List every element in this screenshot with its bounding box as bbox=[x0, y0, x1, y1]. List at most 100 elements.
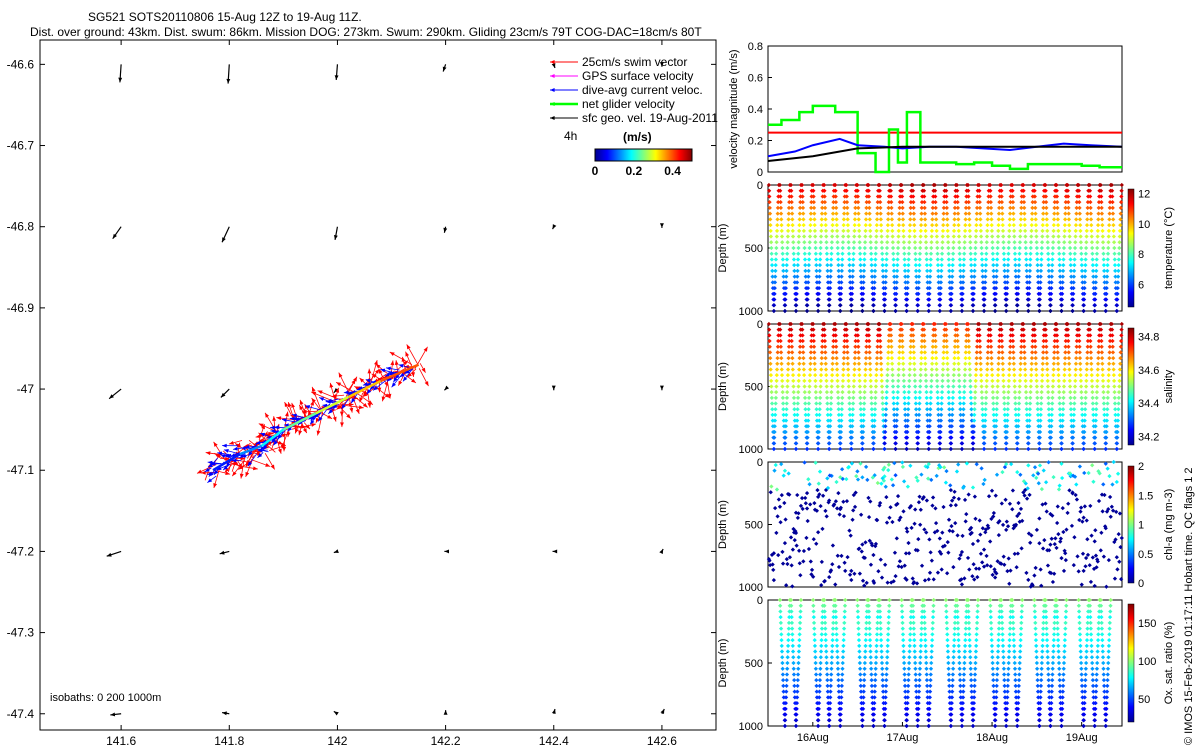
swim-vector-head bbox=[351, 379, 356, 385]
swim-vector-head bbox=[411, 378, 416, 383]
temperature-point bbox=[883, 274, 888, 279]
dac-vector-head bbox=[207, 478, 213, 483]
swim-vector-head bbox=[298, 430, 303, 436]
dac-vector-head bbox=[404, 369, 410, 374]
temperature-point bbox=[836, 268, 841, 274]
temperature-point bbox=[767, 194, 772, 199]
temperature-point bbox=[904, 308, 909, 314]
temperature-point bbox=[926, 303, 932, 308]
temperature-point bbox=[790, 211, 795, 216]
swim-vector-head bbox=[287, 402, 292, 408]
glider-track-segment bbox=[239, 444, 263, 456]
temperature-point bbox=[961, 268, 966, 274]
temperature-point bbox=[924, 263, 930, 268]
temperature-point bbox=[772, 280, 778, 285]
temperature-point bbox=[949, 291, 954, 296]
velocity-ytick-label: 0.8 bbox=[748, 41, 763, 53]
temperature-point bbox=[860, 308, 865, 314]
temperature-point bbox=[933, 205, 938, 211]
temperature-point bbox=[862, 257, 867, 262]
temperature-point bbox=[948, 303, 954, 308]
temperature-point bbox=[963, 205, 969, 211]
swim-vector-head bbox=[299, 404, 304, 410]
swim-vector-head bbox=[359, 377, 365, 383]
temperature-point bbox=[914, 274, 919, 279]
temperature-point bbox=[818, 240, 823, 245]
swim-vector-head bbox=[311, 386, 316, 392]
dac-vector-head bbox=[289, 416, 295, 421]
swim-vector-head bbox=[317, 390, 323, 395]
temperature-point bbox=[902, 268, 908, 274]
map-xtick-label: 142.6 bbox=[647, 734, 677, 748]
swim-vector-head bbox=[299, 399, 304, 405]
temperature-point bbox=[783, 297, 788, 302]
temperature-point bbox=[950, 268, 955, 274]
temperature-point bbox=[779, 234, 785, 239]
temperature-point bbox=[853, 200, 858, 205]
temperature-point bbox=[934, 228, 939, 233]
temperature-point bbox=[803, 268, 808, 274]
temperature-point bbox=[944, 194, 949, 199]
temperature-point bbox=[891, 251, 896, 256]
temperature-point bbox=[804, 308, 810, 314]
temperature-point bbox=[908, 211, 913, 216]
temperature-point bbox=[823, 222, 828, 228]
temperature-point bbox=[985, 222, 990, 228]
temperature-point bbox=[966, 205, 972, 211]
temperature-point bbox=[836, 274, 842, 279]
temperature-point bbox=[958, 268, 963, 274]
temperature-point bbox=[973, 240, 978, 245]
temperature-point bbox=[978, 211, 983, 216]
temperature-point bbox=[822, 194, 827, 199]
chl-clabel: chl-a (mg m-3) bbox=[1163, 489, 1175, 561]
swim-vector-head bbox=[327, 414, 333, 419]
temperature-point bbox=[946, 263, 952, 268]
temperature-point bbox=[824, 240, 829, 245]
temperature-point bbox=[958, 263, 963, 268]
temperature-point bbox=[962, 240, 967, 245]
temperature-point bbox=[817, 280, 822, 285]
temperature-point bbox=[880, 263, 885, 268]
map-ytick-label: -47.1 bbox=[7, 463, 35, 477]
temperature-point bbox=[846, 245, 851, 251]
temperature-point bbox=[883, 280, 888, 285]
temperature-point bbox=[986, 200, 991, 205]
temperature-point bbox=[888, 194, 894, 199]
temperature-point bbox=[871, 303, 876, 308]
temperature-point bbox=[940, 228, 946, 233]
temperature-point bbox=[899, 182, 904, 188]
temperature-point bbox=[772, 291, 777, 296]
temperature-point bbox=[928, 257, 933, 262]
temperature-point bbox=[962, 245, 967, 251]
temperature-point bbox=[846, 234, 851, 239]
swim-vector-head bbox=[234, 461, 239, 467]
geo-vector-head bbox=[333, 388, 339, 393]
temperature-point bbox=[879, 228, 884, 233]
temperature-point bbox=[847, 268, 852, 274]
temperature-point bbox=[911, 194, 916, 199]
temperature-point bbox=[838, 308, 843, 314]
velocity-ytick-label: 0 bbox=[757, 167, 763, 179]
dac-vector-head bbox=[391, 382, 397, 388]
temperature-point bbox=[851, 263, 856, 268]
map-xtick-label: 141.6 bbox=[106, 734, 136, 748]
temperature-point bbox=[978, 228, 984, 233]
chl-ctick-label: 1.5 bbox=[1138, 490, 1153, 502]
temperature-point bbox=[822, 182, 827, 188]
temperature-point bbox=[805, 285, 811, 291]
temperature-point bbox=[825, 263, 830, 268]
temperature-point bbox=[779, 228, 784, 233]
temperature-point bbox=[895, 268, 900, 274]
temperature-point bbox=[977, 200, 982, 205]
temperature-point bbox=[983, 268, 988, 274]
temperature-point bbox=[806, 257, 812, 262]
temperature-point bbox=[833, 200, 839, 205]
temperature-point bbox=[923, 234, 928, 239]
temperature-point bbox=[862, 263, 867, 268]
temperature-point bbox=[941, 222, 946, 228]
geo-vector-head bbox=[334, 75, 339, 80]
temperature-point bbox=[960, 285, 965, 291]
temperature-point bbox=[858, 263, 863, 268]
temperature-point bbox=[927, 291, 932, 296]
temperature-point bbox=[816, 291, 821, 296]
